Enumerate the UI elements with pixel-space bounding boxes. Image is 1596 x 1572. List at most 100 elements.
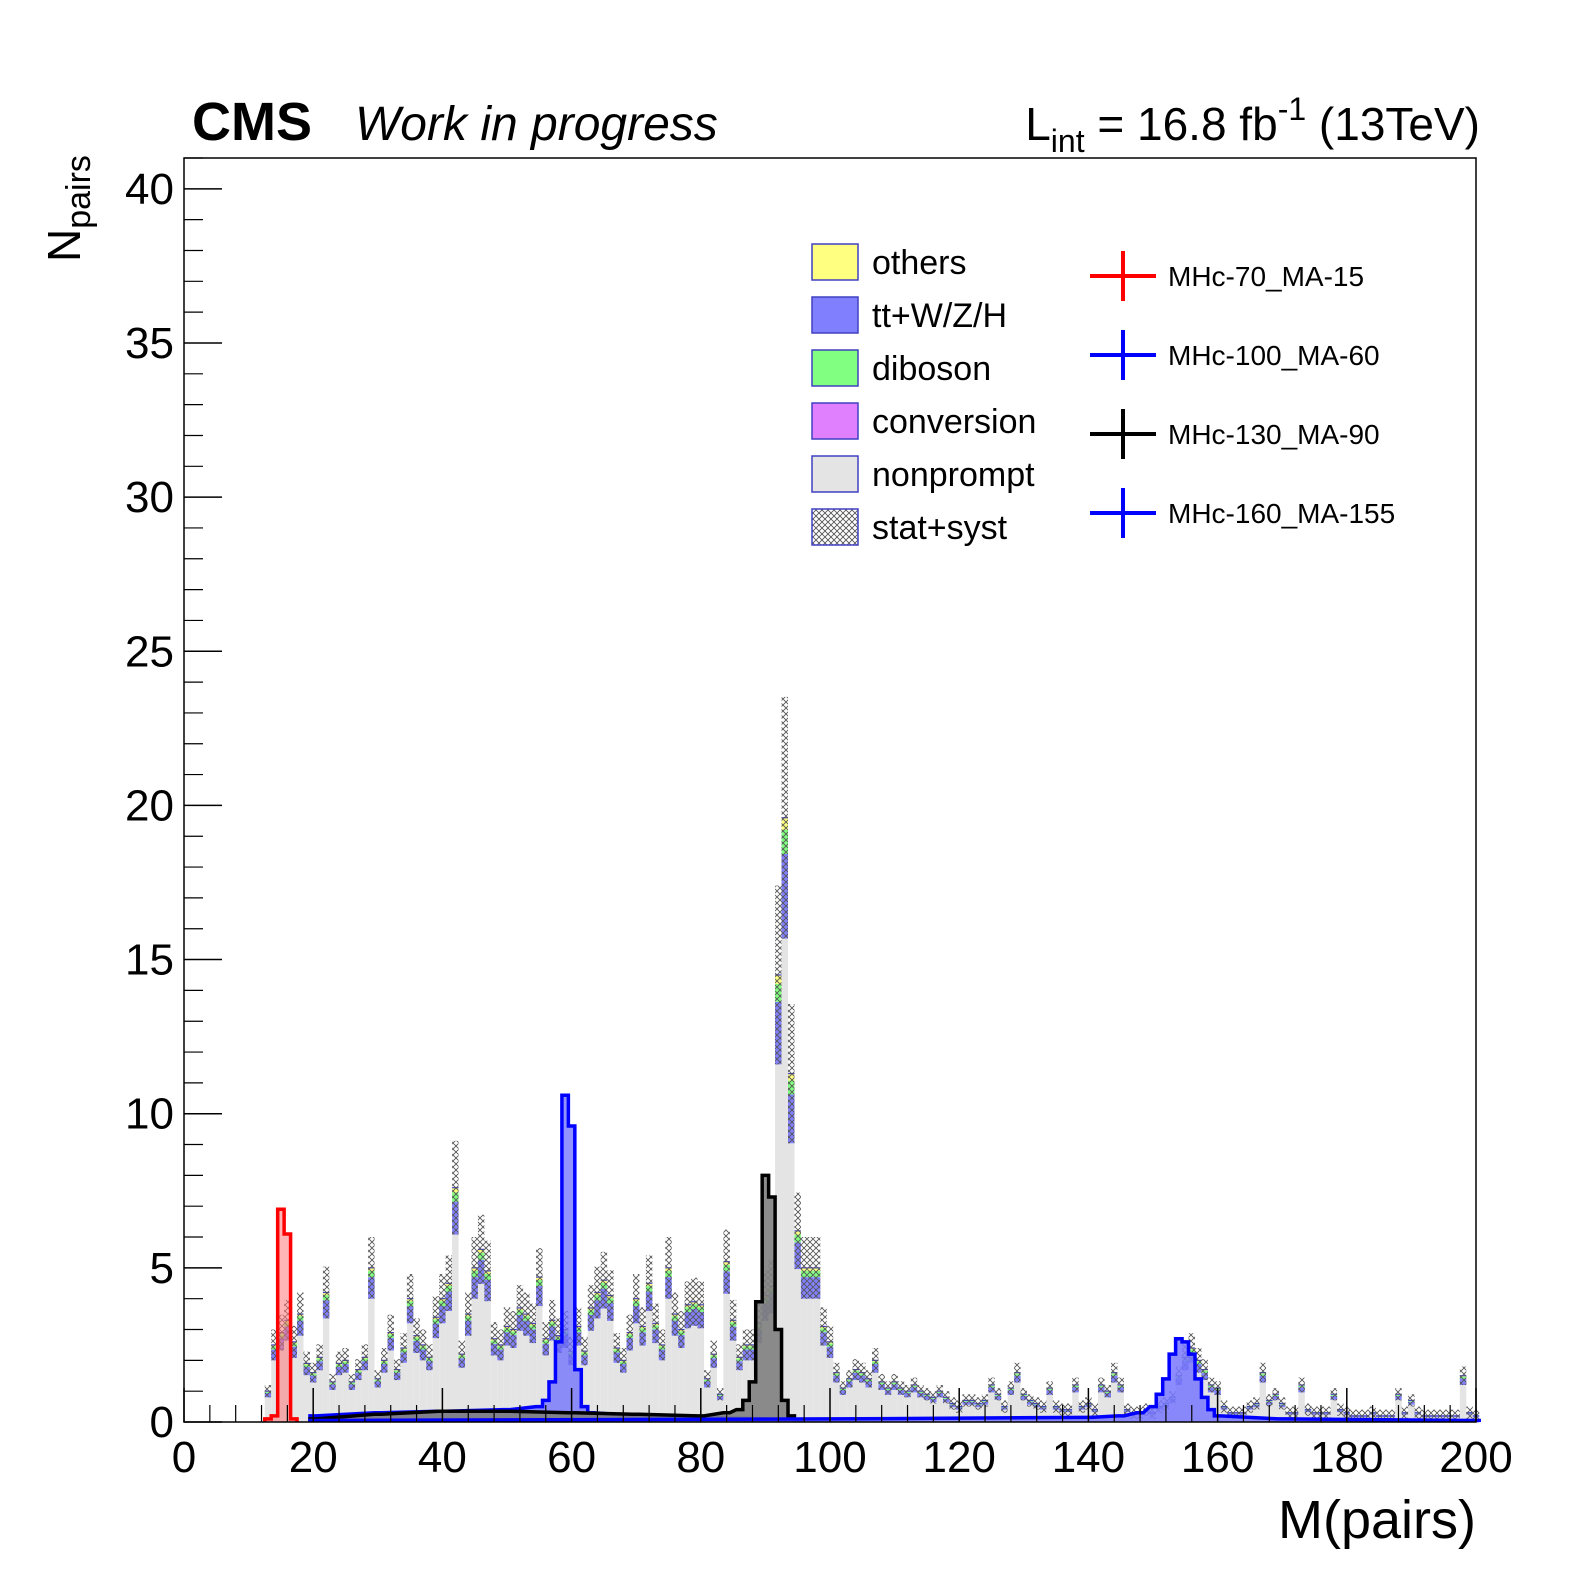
background-bin xyxy=(807,1237,814,1422)
uncertainty-band xyxy=(1033,1397,1040,1410)
uncertainty-band xyxy=(329,1373,336,1390)
uncertainty-band xyxy=(574,1307,582,1346)
stack-segment xyxy=(516,1330,524,1422)
background-bin xyxy=(393,1359,401,1422)
background-bin xyxy=(936,1385,944,1422)
stack-segment xyxy=(413,1352,420,1422)
uncertainty-band xyxy=(639,1307,646,1346)
background-bin xyxy=(1272,1388,1279,1422)
stack-segment xyxy=(1459,1385,1467,1422)
stack-segment xyxy=(1408,1404,1415,1422)
uncertainty-band xyxy=(665,1237,672,1299)
background-bin xyxy=(678,1311,685,1422)
background-bin xyxy=(374,1370,382,1422)
background-bin xyxy=(465,1292,472,1422)
background-bin xyxy=(419,1329,427,1422)
x-tick-label: 200 xyxy=(1439,1433,1512,1482)
stack-segment xyxy=(452,1234,459,1422)
signal-fill xyxy=(309,1175,801,1422)
stack-segment xyxy=(723,1293,730,1422)
uncertainty-band xyxy=(1098,1377,1105,1393)
background-bin xyxy=(1039,1400,1047,1422)
lumi-label: Lint = 16.8 fb-1 (13TeV) xyxy=(1025,91,1480,159)
signal-curves xyxy=(263,1093,1481,1423)
background-bin xyxy=(994,1388,1002,1422)
stack-segment xyxy=(1272,1399,1279,1422)
stack-segment xyxy=(400,1362,407,1422)
uncertainty-band xyxy=(1427,1409,1435,1422)
stack-segment xyxy=(968,1404,976,1422)
uncertainty-band xyxy=(1395,1388,1402,1401)
stack-segment xyxy=(839,1394,847,1422)
background-bin xyxy=(1117,1377,1124,1422)
uncertainty-band xyxy=(943,1391,950,1404)
uncertainty-band xyxy=(613,1333,621,1363)
stack-segment xyxy=(988,1392,995,1422)
uncertainty-band xyxy=(1362,1409,1370,1422)
uncertainty-band xyxy=(891,1373,898,1390)
stack-segment xyxy=(775,1064,782,1422)
legend-label: nonprompt xyxy=(872,456,1035,494)
background-bin xyxy=(1459,1366,1467,1422)
legend-swatch xyxy=(811,455,859,493)
background-bin xyxy=(1207,1377,1215,1422)
background-bin xyxy=(620,1348,627,1422)
uncertainty-band xyxy=(697,1281,705,1329)
background-bin xyxy=(800,1237,808,1422)
background-bin xyxy=(897,1381,905,1422)
stack-segment xyxy=(620,1372,627,1422)
uncertainty-band xyxy=(1123,1403,1131,1416)
uncertainty-band xyxy=(1001,1400,1008,1413)
uncertainty-band xyxy=(678,1311,685,1349)
uncertainty-band xyxy=(264,1385,272,1398)
background-bin xyxy=(452,1140,459,1422)
stack-segment xyxy=(1304,1412,1312,1422)
uncertainty-band xyxy=(981,1394,989,1407)
uncertainty-band xyxy=(839,1381,847,1395)
background-bin xyxy=(581,1336,588,1422)
background-bin xyxy=(322,1266,330,1422)
uncertainty-band xyxy=(303,1351,310,1376)
uncertainty-band xyxy=(413,1318,420,1353)
stack-segment xyxy=(381,1372,388,1422)
background-bin xyxy=(536,1248,543,1422)
stack-segment xyxy=(632,1323,640,1422)
uncertainty-band xyxy=(1091,1403,1099,1416)
x-tick-label: 60 xyxy=(547,1433,596,1482)
uncertainty-band xyxy=(1078,1400,1086,1413)
stack-segment xyxy=(316,1370,323,1422)
uncertainty-band xyxy=(794,1192,801,1270)
stack-segment xyxy=(393,1380,401,1422)
stack-segment xyxy=(342,1372,349,1422)
stack-segment xyxy=(910,1392,918,1422)
uncertainty-band xyxy=(704,1370,711,1388)
uncertainty-band xyxy=(800,1237,808,1299)
axes: 0 20 40 60 80 100 120 140 160 180 200 0 5 10 15 20 25 30 3… xyxy=(125,157,1513,1482)
uncertainty-band xyxy=(878,1373,885,1390)
stack-segment xyxy=(406,1323,414,1422)
stack-segment xyxy=(704,1387,711,1422)
uncertainty-band xyxy=(309,1362,317,1383)
background-bin xyxy=(794,1192,801,1422)
uncertainty-band xyxy=(994,1388,1002,1401)
stack-segment xyxy=(510,1348,517,1422)
background-bin xyxy=(335,1351,343,1422)
background-bin xyxy=(1014,1362,1021,1422)
background-bin xyxy=(439,1274,446,1422)
stack-segment xyxy=(594,1318,601,1422)
background-bin xyxy=(820,1307,827,1422)
background-bin xyxy=(665,1237,672,1422)
uncertainty-band xyxy=(490,1322,498,1356)
signal-line xyxy=(308,1173,803,1423)
uncertainty-band xyxy=(1388,1409,1396,1422)
stack-segment xyxy=(794,1269,801,1422)
uncertainty-band xyxy=(1434,1409,1441,1422)
uncertainty-band xyxy=(542,1322,549,1356)
uncertainty-band xyxy=(742,1329,750,1361)
background-bin xyxy=(865,1370,872,1422)
stack-segment xyxy=(1330,1399,1338,1422)
stack-segment xyxy=(445,1311,453,1422)
background-bin xyxy=(632,1274,640,1422)
stack-segment xyxy=(290,1357,298,1422)
uncertainty-band xyxy=(297,1292,304,1336)
